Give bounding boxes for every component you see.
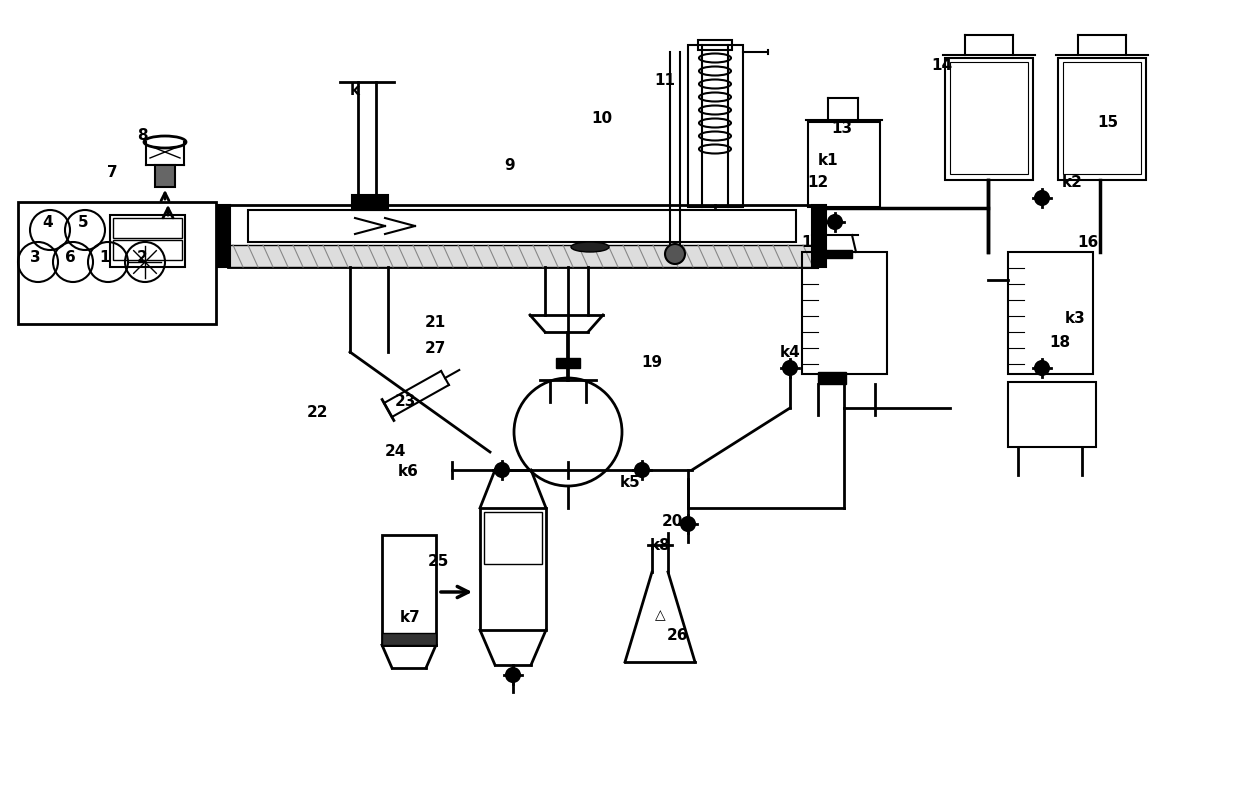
Text: 26: 26 (667, 627, 688, 642)
Circle shape (1035, 361, 1049, 375)
Circle shape (828, 215, 842, 229)
Text: 12: 12 (807, 174, 828, 189)
Text: k5: k5 (620, 474, 640, 490)
Text: 8: 8 (136, 127, 148, 142)
Bar (688, 45, 743, 207)
Text: 15: 15 (1097, 115, 1118, 130)
Text: 17: 17 (801, 235, 822, 249)
Circle shape (495, 463, 508, 477)
Bar (817, 250, 852, 258)
Bar (818, 372, 846, 384)
Text: 22: 22 (308, 404, 329, 419)
Bar (1008, 382, 1096, 447)
Text: k8: k8 (650, 537, 671, 552)
Circle shape (665, 244, 684, 264)
Ellipse shape (570, 242, 609, 252)
Bar (480, 508, 546, 630)
Circle shape (506, 668, 520, 682)
Text: 5: 5 (78, 214, 88, 229)
Text: 10: 10 (591, 111, 613, 126)
Circle shape (782, 361, 797, 375)
Bar (1063, 62, 1141, 174)
Text: 21: 21 (424, 314, 445, 330)
Bar (950, 62, 1028, 174)
Text: k7: k7 (399, 611, 420, 626)
Bar (382, 633, 436, 645)
Bar (812, 205, 826, 267)
Text: 6: 6 (64, 251, 76, 266)
Text: 23: 23 (394, 395, 415, 409)
Circle shape (681, 517, 694, 531)
Bar (1008, 252, 1092, 374)
Bar (110, 215, 185, 267)
Bar (698, 40, 732, 50)
Text: 19: 19 (641, 354, 662, 369)
Bar (228, 205, 816, 267)
Text: 11: 11 (655, 72, 676, 88)
Text: k6: k6 (398, 465, 418, 479)
Text: k4: k4 (780, 345, 800, 360)
Bar (19, 202, 216, 324)
Bar (113, 218, 182, 238)
Text: k3: k3 (1065, 310, 1085, 326)
Text: 13: 13 (832, 120, 853, 135)
Text: 20: 20 (661, 514, 683, 529)
Bar (802, 252, 887, 374)
Bar (945, 58, 1033, 180)
Text: △: △ (655, 608, 666, 622)
Bar (113, 240, 182, 260)
Bar (484, 512, 542, 564)
Bar (382, 535, 436, 645)
Bar (218, 205, 229, 267)
Circle shape (1035, 191, 1049, 205)
Text: 9: 9 (505, 158, 516, 173)
Text: k1: k1 (817, 153, 838, 167)
Bar (248, 210, 796, 242)
Bar (352, 195, 388, 210)
Text: 1: 1 (99, 251, 110, 266)
Circle shape (635, 463, 649, 477)
Text: 14: 14 (931, 57, 952, 72)
Bar (1058, 58, 1146, 180)
Text: 7: 7 (107, 165, 118, 180)
Bar (228, 245, 816, 267)
Text: k2: k2 (1061, 174, 1083, 189)
Bar (155, 165, 175, 187)
Text: 25: 25 (428, 555, 449, 569)
Text: 18: 18 (1049, 334, 1070, 349)
Text: 24: 24 (384, 444, 405, 459)
Bar (556, 358, 580, 368)
Bar (808, 122, 880, 207)
Text: 3: 3 (30, 251, 41, 266)
Text: 16: 16 (1078, 235, 1099, 249)
Text: 4: 4 (42, 214, 53, 229)
Text: k: k (350, 83, 360, 97)
Text: 27: 27 (424, 341, 445, 356)
Text: 2: 2 (136, 251, 148, 266)
